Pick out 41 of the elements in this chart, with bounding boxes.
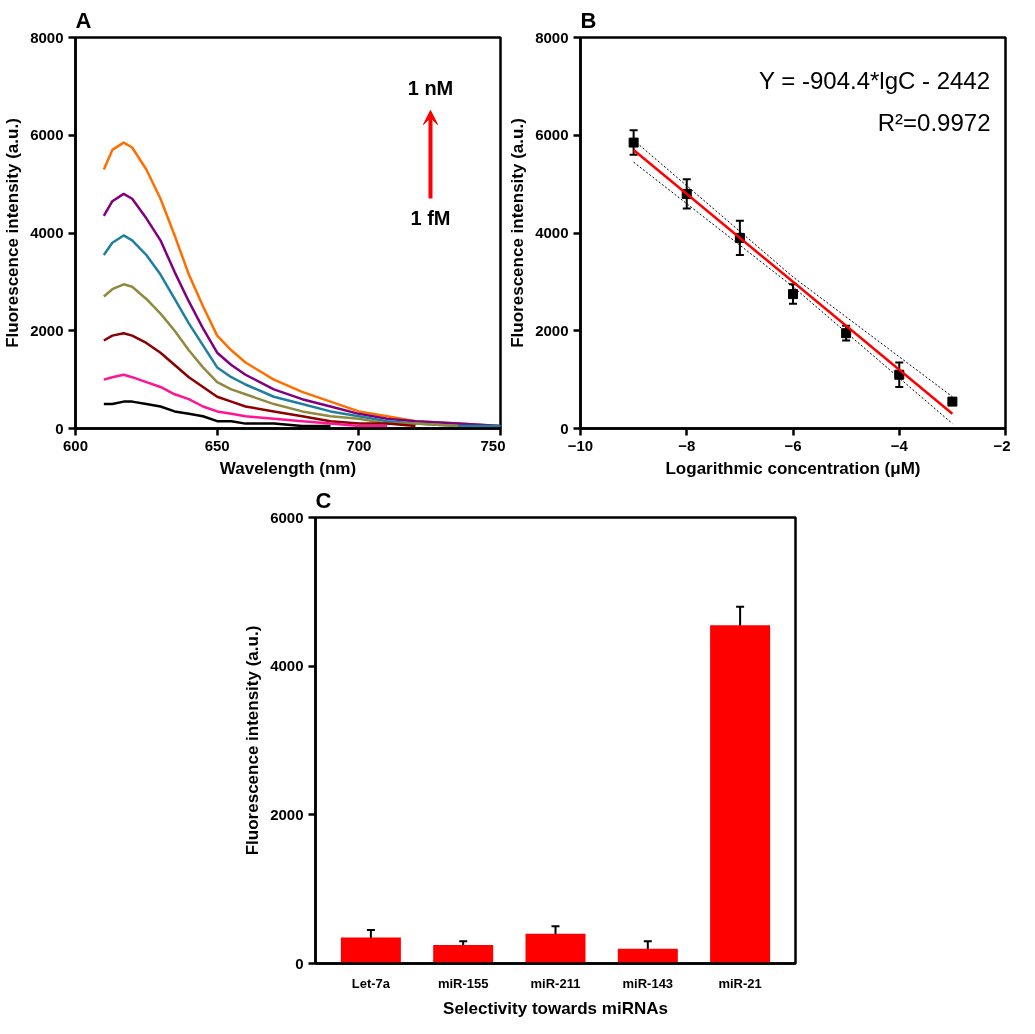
x-tick-label: 650 [204, 436, 230, 454]
x-axis-title: Wavelength (nm) [219, 458, 357, 478]
annotation: 1 fM [410, 206, 451, 229]
chart-title: C [315, 487, 332, 513]
y-tick-label: 4000 [535, 224, 569, 241]
y-tick-label: 0 [560, 419, 569, 437]
y-tick-label: 6000 [270, 508, 304, 526]
annotation: Y = -904.4*lgC - 2442 [759, 66, 991, 94]
x-tick-label: 700 [346, 436, 372, 454]
x-tick-label: miR-21 [718, 975, 762, 991]
annotation: 1 nM [407, 76, 454, 99]
x-tick-label: −2 [993, 436, 1011, 454]
chart-title: B [580, 7, 597, 33]
y-tick-label: 2000 [535, 321, 569, 339]
y-tick-label: 6000 [535, 126, 569, 144]
x-tick-label: 750 [480, 436, 506, 454]
y-tick-label: 6000 [30, 126, 64, 144]
x-tick-label: miR-155 [437, 975, 489, 991]
y-axis-title: Fluorescence intensity (a.u.) [243, 625, 263, 856]
chart-title: A [75, 7, 92, 33]
y-tick-label: 4000 [270, 657, 304, 675]
y-axis-title: Fluorescence intensity (a.u.) [508, 118, 528, 348]
x-axis-title: Selectivity towards miRNAs [443, 998, 668, 1018]
y-axis-title: Fluorescence intensity (a.u.) [3, 118, 23, 348]
y-tick-label: 4000 [30, 224, 64, 241]
x-tick-label: 600 [62, 436, 89, 454]
x-tick-label: miR-211 [530, 975, 581, 991]
y-tick-label: 2000 [270, 805, 304, 823]
annotation: R²=0.9972 [877, 108, 991, 136]
x-axis-title: Logarithmic concentration (μM) [665, 458, 921, 478]
y-tick-label: 0 [295, 954, 304, 972]
y-tick-label: 2000 [30, 321, 64, 339]
y-tick-label: 8000 [30, 28, 64, 46]
y-tick-label: 8000 [535, 28, 569, 46]
x-tick-label: Let-7a [351, 975, 391, 991]
x-tick-label: −6 [784, 436, 802, 454]
x-tick-label: −8 [678, 436, 696, 454]
y-tick-label: 0 [55, 419, 64, 437]
x-tick-label: miR-143 [622, 975, 674, 991]
x-tick-label: −10 [567, 436, 594, 454]
x-tick-label: −4 [890, 436, 909, 454]
